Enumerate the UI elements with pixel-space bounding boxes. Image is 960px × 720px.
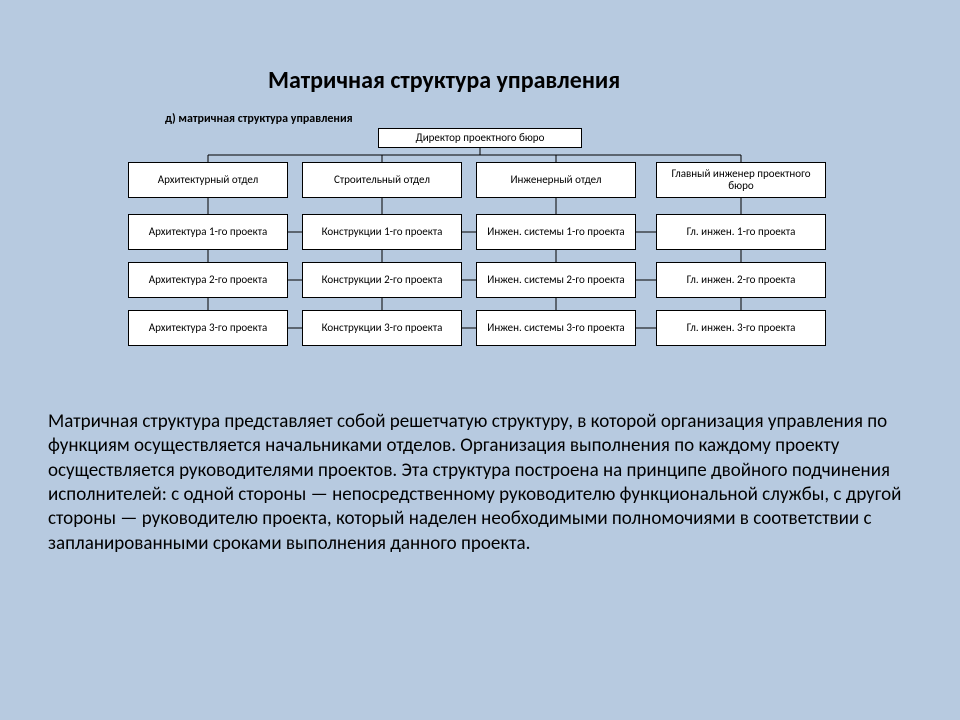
box-cell-r2-c1: Конструкции 3-го проекта <box>302 310 462 346</box>
box-header-2: Инженерный отдел <box>476 162 636 198</box>
box-cell-r0-c1: Конструкции 1-го проекта <box>302 214 462 250</box>
box-director: Директор проектного бюро <box>378 128 582 148</box>
box-header-1: Строительный отдел <box>302 162 462 198</box>
box-cell-r2-c3: Гл. инжен. 3-го проекта <box>656 310 826 346</box>
box-header-0: Архитектурный отдел <box>128 162 288 198</box>
box-cell-r0-c2: Инжен. системы 1-го проекта <box>476 214 636 250</box>
box-header-3: Главный инженер проектного бюро <box>656 162 826 198</box>
box-cell-r0-c0: Архитектура 1-го проекта <box>128 214 288 250</box>
box-cell-r1-c3: Гл. инжен. 2-го проекта <box>656 262 826 298</box>
org-diagram: Директор проектного бюро Архитектурный от… <box>0 0 960 720</box>
box-cell-r2-c2: Инжен. системы 3-го проекта <box>476 310 636 346</box>
box-cell-r1-c0: Архитектура 2-го проекта <box>128 262 288 298</box>
page: Матричная структура управления д) матрич… <box>0 0 960 720</box>
body-text: Матричная структура представляет собой р… <box>48 410 918 556</box>
box-cell-r2-c0: Архитектура 3-го проекта <box>128 310 288 346</box>
box-cell-r1-c2: Инжен. системы 2-го проекта <box>476 262 636 298</box>
box-cell-r1-c1: Конструкции 2-го проекта <box>302 262 462 298</box>
box-cell-r0-c3: Гл. инжен. 1-го проекта <box>656 214 826 250</box>
